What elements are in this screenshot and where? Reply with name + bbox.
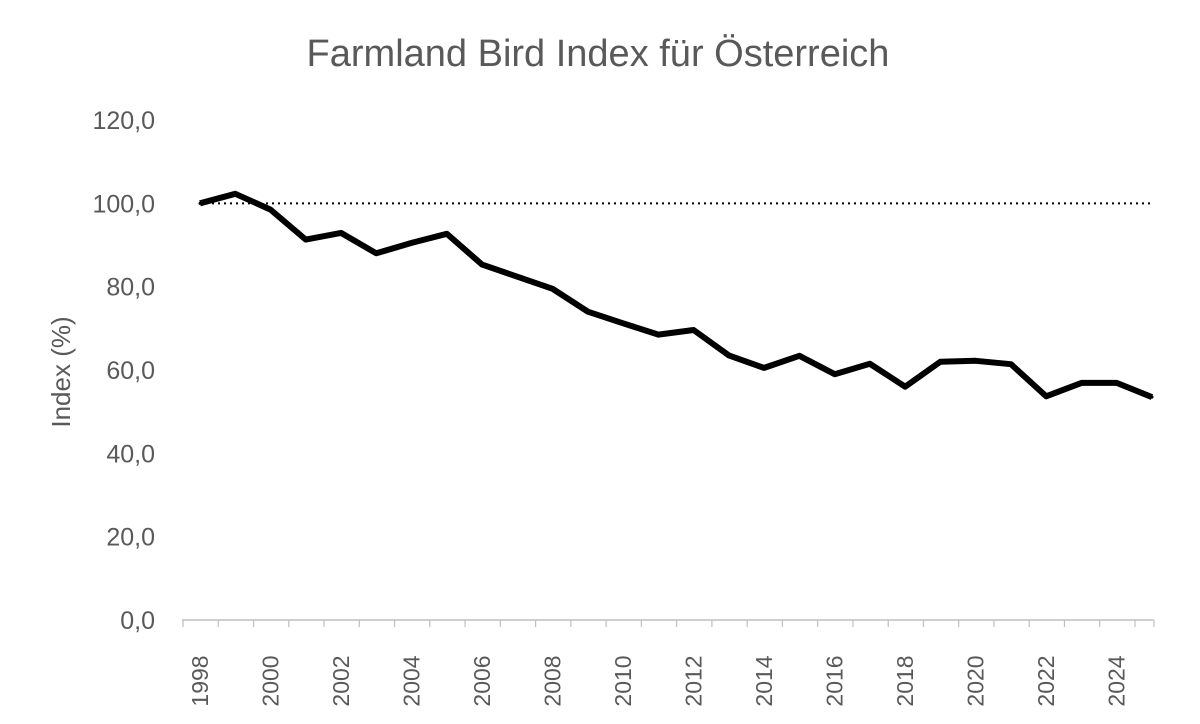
data-point <box>1044 394 1048 398</box>
chart-title: Farmland Bird Index für Österreich <box>307 33 890 75</box>
data-point <box>1009 362 1013 366</box>
x-axis: 1998 2000 2002 2004 2006 2008 2010 2012 2014 2016… <box>182 619 1155 707</box>
data-point <box>1150 395 1154 399</box>
x-tick-label: 2006 <box>469 655 495 706</box>
data-point <box>621 321 625 325</box>
data-point <box>1079 381 1083 385</box>
data-point <box>339 231 343 235</box>
data-point <box>903 385 907 389</box>
data-point <box>515 275 519 279</box>
data-point <box>198 201 202 205</box>
data-point <box>480 263 484 267</box>
data-point <box>269 208 273 212</box>
series-group <box>198 190 1154 400</box>
data-point <box>868 362 872 366</box>
x-tick-label: 2024 <box>1104 655 1130 706</box>
x-tick-label: 2000 <box>258 655 284 706</box>
x-tick-label: 2004 <box>399 655 425 706</box>
x-tick-label: 2014 <box>751 655 777 706</box>
data-point <box>445 232 449 236</box>
x-tick-label: 2008 <box>540 655 566 706</box>
data-point <box>1115 381 1119 385</box>
y-tick-label: 60,0 <box>106 357 155 385</box>
x-tick-label: 2020 <box>963 655 989 706</box>
x-tick-label: 1998 <box>187 655 213 706</box>
data-point <box>833 372 837 376</box>
x-tick-label: 2010 <box>610 655 636 706</box>
data-point <box>974 359 978 363</box>
x-tick-label: 2018 <box>892 655 918 706</box>
series-line <box>199 190 1154 400</box>
y-axis-label: Index (%) <box>46 316 76 427</box>
y-tick-label: 20,0 <box>106 524 155 552</box>
y-tick-label: 120,0 <box>92 107 155 135</box>
data-point <box>410 241 414 245</box>
data-point <box>374 251 378 255</box>
data-point <box>656 333 660 337</box>
x-tick-label: 2016 <box>822 655 848 706</box>
data-point <box>233 192 237 196</box>
data-point <box>762 366 766 370</box>
data-point <box>938 360 942 364</box>
data-point <box>727 353 731 357</box>
data-point <box>304 238 308 242</box>
x-tick-label: 2022 <box>1033 655 1059 706</box>
data-point <box>692 328 696 332</box>
data-point <box>586 310 590 314</box>
x-tick-label: 2012 <box>681 655 707 706</box>
y-axis: 0,0 20,0 40,0 60,0 80,0 100,0 120,0 <box>92 107 155 635</box>
y-tick-label: 80,0 <box>106 274 155 302</box>
y-tick-label: 100,0 <box>92 190 155 218</box>
x-tick-label: 2002 <box>328 655 354 706</box>
y-tick-label: 40,0 <box>106 440 155 468</box>
data-point <box>797 354 801 358</box>
data-point <box>551 287 555 291</box>
y-tick-label: 0,0 <box>120 607 155 635</box>
